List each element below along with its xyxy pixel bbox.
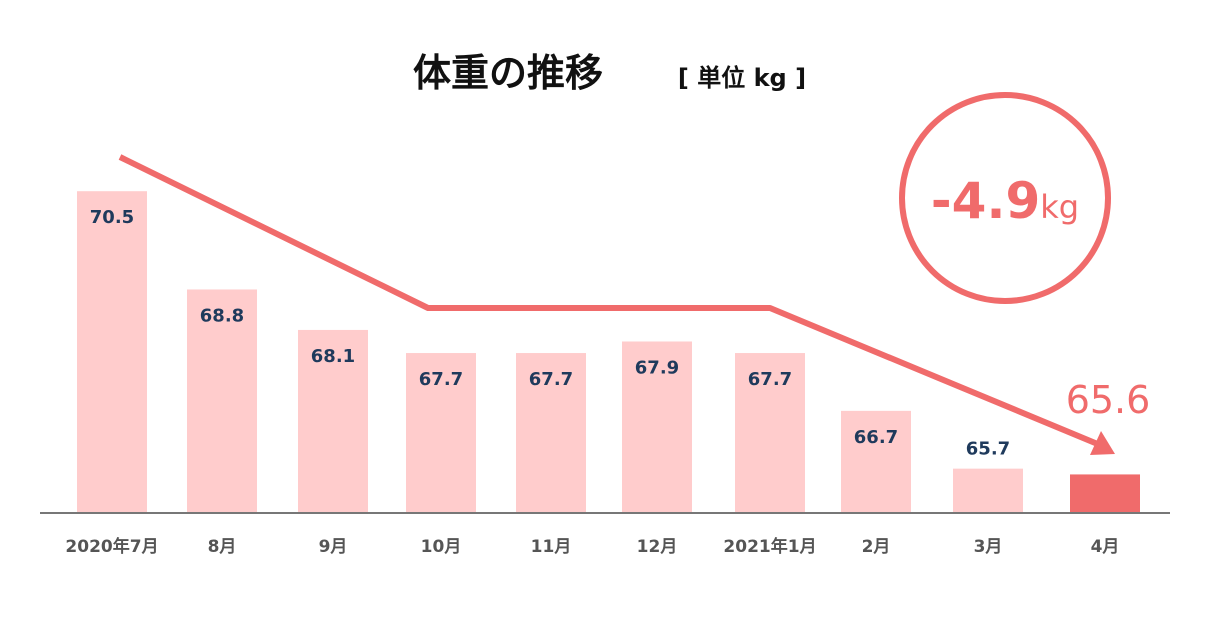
bar xyxy=(622,341,692,512)
bar xyxy=(953,468,1023,512)
data-label: 67.7 xyxy=(529,369,573,390)
annotation-circle xyxy=(899,92,1111,304)
category-label: 10月 xyxy=(421,537,462,557)
data-label: 67.9 xyxy=(635,357,679,378)
data-label: 70.5 xyxy=(90,207,134,228)
category-label: 4月 xyxy=(1091,537,1120,557)
bar xyxy=(841,410,911,512)
category-label: 2021年1月 xyxy=(723,536,816,557)
bar xyxy=(187,289,257,512)
bar xyxy=(516,353,586,512)
bar xyxy=(406,353,476,512)
bar xyxy=(77,191,147,512)
bar xyxy=(298,329,368,512)
category-label: 9月 xyxy=(319,537,348,557)
data-label: 66.7 xyxy=(854,427,898,448)
trend-arrow-head xyxy=(1090,431,1115,455)
data-label: 65.6 xyxy=(1066,378,1151,422)
trend-arrow-line xyxy=(118,154,1102,448)
chart-title: 体重の推移 xyxy=(413,51,603,95)
data-label: 68.8 xyxy=(200,305,244,326)
data-label: 67.7 xyxy=(748,369,792,390)
category-label: 11月 xyxy=(531,537,572,557)
category-label: 8月 xyxy=(208,537,237,557)
data-label: 68.1 xyxy=(311,346,355,367)
unit-label: [ 単位 kg ] xyxy=(678,64,806,92)
data-label: 65.7 xyxy=(966,439,1010,460)
bar xyxy=(1070,474,1140,512)
category-label: 3月 xyxy=(974,537,1003,557)
data-label: 67.7 xyxy=(419,369,463,390)
category-label: 2020年7月 xyxy=(65,536,158,557)
category-label: 2月 xyxy=(862,537,891,557)
bar xyxy=(735,353,805,512)
annotation-text: -4.9kg xyxy=(931,172,1079,230)
category-label: 12月 xyxy=(637,537,678,557)
